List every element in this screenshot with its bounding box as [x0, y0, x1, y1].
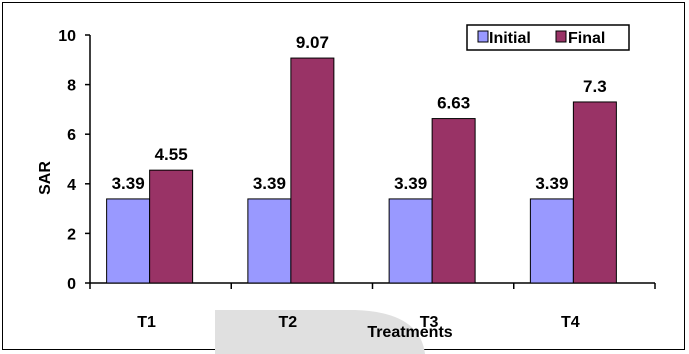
- data-labels: 3.39 4.55 3.39 9.07 3.39 6.63 3.39 7.3: [112, 33, 607, 193]
- legend: Initial Final: [466, 24, 630, 51]
- y-axis-title: SAR: [37, 161, 54, 195]
- y-tick-label: 2: [67, 226, 76, 243]
- legend-label-final: Final: [568, 30, 605, 47]
- bars: [106, 57, 617, 284]
- y-tick-label: 4: [67, 177, 76, 194]
- x-tick-label: T2: [279, 314, 298, 331]
- bar-initial-t2: [247, 198, 292, 284]
- x-axis-title: Treatments: [367, 324, 452, 341]
- axes: 0 2 4 6 8 10 T1 T2 T3 T4: [58, 28, 656, 331]
- data-label-final: 7.3: [583, 77, 607, 96]
- bar-final-t3: [431, 118, 476, 284]
- bar-final-t1: [149, 169, 194, 284]
- legend-label-initial: Initial: [489, 30, 531, 47]
- x-tick-label: T1: [137, 314, 156, 331]
- data-label-initial: 3.39: [112, 174, 145, 193]
- data-label-initial: 3.39: [394, 174, 427, 193]
- legend-swatch-initial: [477, 30, 489, 43]
- y-tick-label: 6: [67, 127, 76, 144]
- y-tick-label: 8: [67, 78, 76, 95]
- data-label-final: 4.55: [155, 145, 188, 164]
- bar-final-t2: [290, 57, 335, 284]
- legend-swatch-final: [555, 30, 567, 43]
- bar-initial-t3: [388, 198, 433, 284]
- x-tick-label: T3: [420, 314, 439, 331]
- data-label-final: 6.63: [437, 94, 470, 113]
- data-label-initial: 3.39: [253, 174, 286, 193]
- legend-box: [466, 24, 630, 51]
- bar-final-t4: [572, 101, 617, 284]
- y-tick-label: 10: [58, 28, 76, 45]
- y-tick-label: 0: [67, 276, 76, 293]
- data-label-final: 9.07: [296, 33, 329, 52]
- bar-initial-t1: [106, 198, 151, 284]
- chart-frame: [2, 2, 685, 350]
- bar-initial-t4: [529, 198, 574, 284]
- data-label-initial: 3.39: [535, 174, 568, 193]
- x-tick-label: T4: [561, 314, 580, 331]
